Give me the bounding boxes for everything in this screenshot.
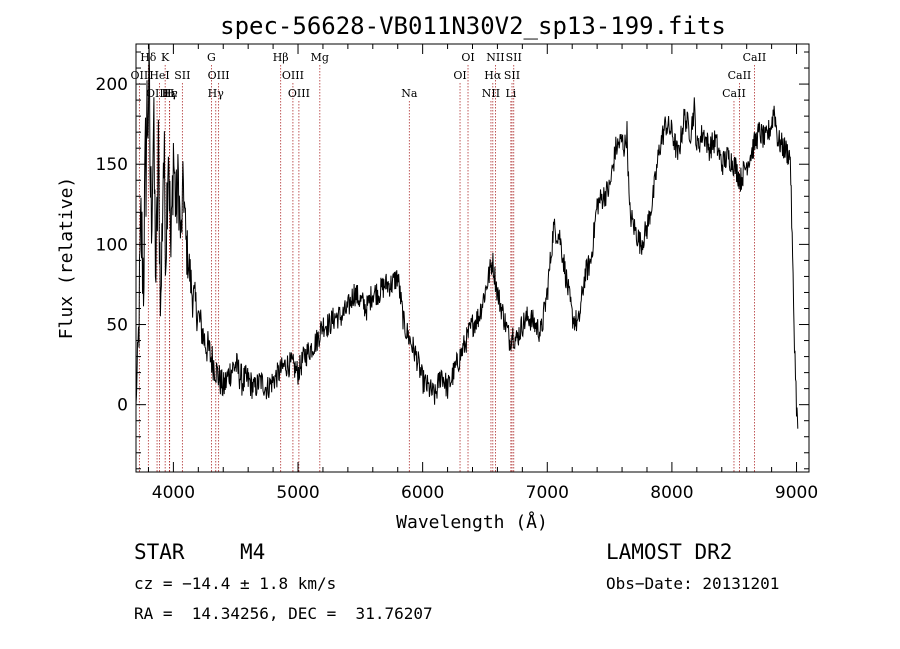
object-class: STAR xyxy=(134,540,185,564)
spectral-line-label: NII xyxy=(482,87,500,100)
spectral-line-label: OIII xyxy=(282,69,304,82)
spectral-line-label: CaII xyxy=(728,69,752,82)
y-tick-label: 200 xyxy=(96,75,128,95)
spectral-line-label: H xyxy=(165,87,175,100)
spectral-line-label: Hγ xyxy=(208,87,225,100)
y-tick-label: 0 xyxy=(117,396,128,416)
spectral-line-label: SII xyxy=(504,69,520,82)
x-axis-label: Wavelength (Å) xyxy=(396,511,548,533)
spectral-line-label: SII xyxy=(174,69,190,82)
spectral-line-label: CaII xyxy=(743,51,767,64)
y-tick-label: 50 xyxy=(106,316,128,336)
x-tick-label: 9000 xyxy=(775,483,818,503)
coordinates: RA = 14.34256, DEC = 31.76207 xyxy=(134,604,433,623)
y-tick-label: 100 xyxy=(96,235,128,255)
spectral-line-label: NII xyxy=(486,51,504,64)
spectrum-line xyxy=(135,43,799,429)
spectral-line-label: OII xyxy=(131,69,149,82)
x-tick-label: 7000 xyxy=(526,483,569,503)
spectral-line-label: OIII xyxy=(146,87,168,100)
y-tick-label: 150 xyxy=(96,155,128,175)
spectral-line-label: CaII xyxy=(722,87,746,100)
x-tick-label: 8000 xyxy=(650,483,693,503)
spectral-line-label: Mg xyxy=(311,51,329,64)
observation-date: Obs−Date: 20131201 xyxy=(606,574,780,593)
spectral-line-label: Hβ xyxy=(273,51,289,64)
spectral-line-label: OI xyxy=(453,69,466,82)
spectral-line-label: SII xyxy=(506,51,522,64)
spectral-line-label: OIII xyxy=(288,87,310,100)
chart-title: spec-56628-VB011N30V2_sp13-199.fits xyxy=(220,12,726,40)
x-tick-label: 5000 xyxy=(276,483,319,503)
spectral-line-label: Hγ xyxy=(162,87,179,100)
spectral-lines xyxy=(138,65,755,472)
spectral-line-label: K xyxy=(161,51,170,64)
spectral-line-label: OIII xyxy=(208,69,230,82)
spectral-line-label: Na xyxy=(401,87,418,100)
x-tick-label: 4000 xyxy=(152,483,195,503)
spectral-line-label: Hα xyxy=(484,69,502,82)
redshift-cz: cz = −14.4 ± 1.8 km/s xyxy=(134,574,337,593)
x-tick-label: 6000 xyxy=(401,483,444,503)
y-axis-label: Flux (relative) xyxy=(56,177,77,340)
spectral-line-label: G xyxy=(207,51,216,64)
object-subclass: M4 xyxy=(240,540,266,564)
spectral-line-label: Li xyxy=(505,87,516,100)
survey-name: LAMOST DR2 xyxy=(606,540,733,564)
axis-ticks: 4000 5000 6000 7000 8000 9000 0 50 100 150 200 xyxy=(96,44,818,503)
spectral-line-label: HeI xyxy=(149,69,169,82)
spectral-line-label: OI xyxy=(461,51,474,64)
spectral-line-label: Hε xyxy=(162,87,178,100)
plot-frame xyxy=(135,43,810,473)
